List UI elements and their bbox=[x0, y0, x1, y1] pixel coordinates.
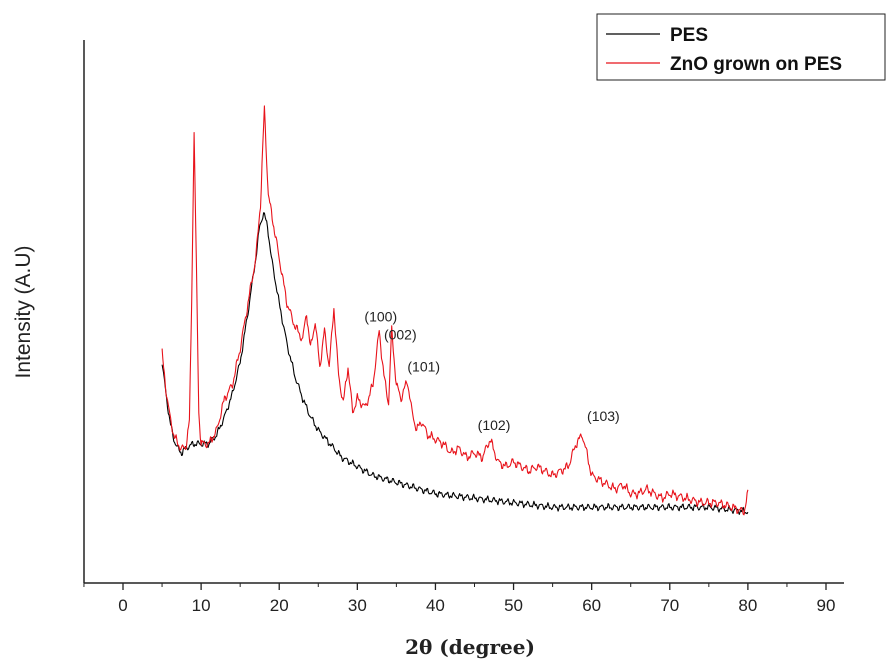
x-tick-label: 40 bbox=[426, 596, 445, 615]
series-line-pes bbox=[161, 212, 749, 515]
series-line-zno bbox=[161, 105, 749, 516]
x-axis-label: 2θ (degree) bbox=[405, 635, 535, 659]
x-tick-label: 90 bbox=[817, 596, 836, 615]
legend: PES ZnO grown on PES bbox=[596, 13, 886, 81]
peak-annotation: (103) bbox=[587, 408, 620, 424]
axes bbox=[83, 40, 844, 584]
x-tick-label: 60 bbox=[582, 596, 601, 615]
x-tick-label: 20 bbox=[270, 596, 289, 615]
series-group bbox=[161, 105, 749, 516]
legend-box bbox=[596, 13, 886, 81]
peak-annotation: (100) bbox=[364, 309, 397, 325]
peak-annotation: (101) bbox=[407, 358, 440, 374]
legend-label-zno: ZnO grown on PES bbox=[670, 54, 842, 75]
peak-annotation: (002) bbox=[384, 327, 417, 343]
x-tick-label: 10 bbox=[192, 596, 211, 615]
x-ticks: 0 10 20 30 40 50 60 70 80 90 bbox=[83, 583, 836, 615]
x-tick-label: 30 bbox=[348, 596, 367, 615]
x-tick-label: 0 bbox=[118, 596, 127, 615]
x-tick-label: 50 bbox=[504, 596, 523, 615]
y-axis-label: Intensity (A.U) bbox=[12, 245, 35, 378]
x-tick-label: 80 bbox=[738, 596, 757, 615]
x-tick-label: 70 bbox=[660, 596, 679, 615]
annotations: (100) (002) (101) (102) (103) bbox=[364, 309, 619, 434]
legend-label-pes: PES bbox=[670, 25, 708, 46]
peak-annotation: (102) bbox=[478, 417, 511, 433]
